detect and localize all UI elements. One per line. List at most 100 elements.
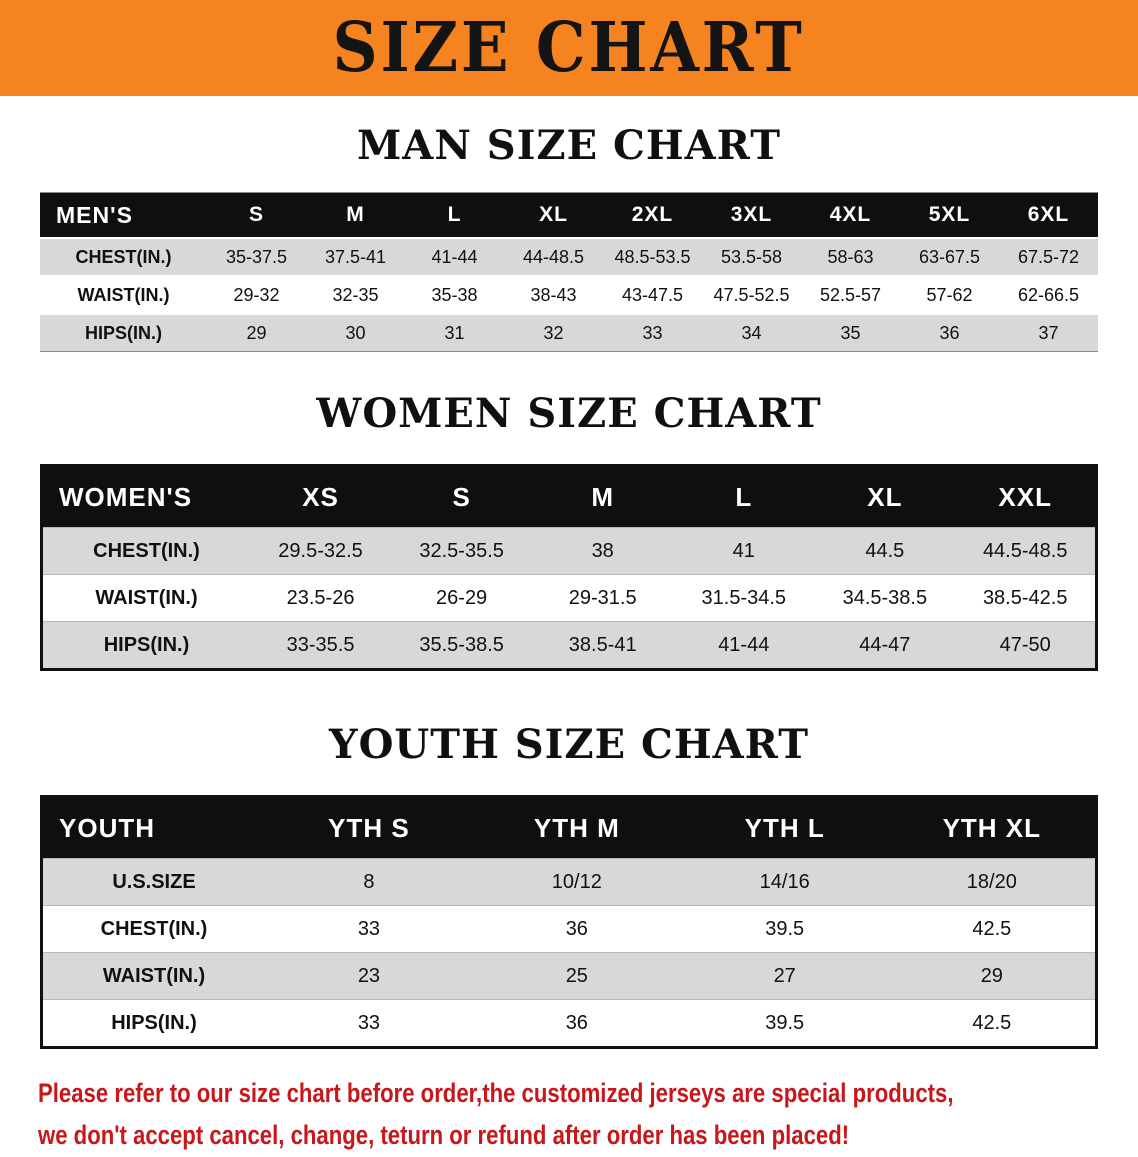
size-value-cell: 39.5 bbox=[765, 1011, 805, 1034]
size-value-cell: 47-50 bbox=[999, 633, 1051, 656]
size-value-cell: 31.5-34.5 bbox=[701, 586, 787, 609]
size-value-cell: 38.5-41 bbox=[568, 633, 637, 656]
size-value-cell: 43-47.5 bbox=[621, 284, 684, 305]
size-value-cell: 47.5-52.5 bbox=[713, 284, 790, 305]
size-header-cell: M bbox=[532, 465, 674, 528]
disclaimer-note: Please refer to our size chart before or… bbox=[38, 1073, 1138, 1157]
size-value-cell: 35 bbox=[840, 322, 861, 343]
row-label: HIPS(IN.) bbox=[111, 1011, 197, 1034]
size-value-cell: 37.5-41 bbox=[324, 246, 387, 267]
size-value-cell: 67.5-72 bbox=[1017, 246, 1080, 267]
size-value-cell: 53.5-58 bbox=[720, 246, 783, 267]
size-value-cell: 38 bbox=[591, 539, 614, 562]
size-value-cell: 57-62 bbox=[926, 284, 973, 305]
size-value-cell: 35-37.5 bbox=[225, 246, 288, 267]
size-value-cell: 58-63 bbox=[827, 246, 874, 267]
size-value-cell: 35.5-38.5 bbox=[419, 633, 504, 656]
size-header-cell: YTH S bbox=[265, 796, 473, 859]
row-label: HIPS(IN.) bbox=[103, 633, 190, 656]
size-header-cell: YTH XL bbox=[888, 796, 1097, 859]
size-value-cell: 38-43 bbox=[530, 284, 577, 305]
size-value-cell: 33 bbox=[357, 917, 381, 940]
size-header-cell: XL bbox=[814, 465, 956, 528]
youth-size-table: YOUTH YTH S YTH M YTH L YTH XL U.S.SIZE 8 10/12… bbox=[40, 795, 1098, 1049]
table-row: CHEST(IN.) 29.5-32.5 32.5-35.5 38 41 44.5 44.5… bbox=[41, 527, 1097, 575]
size-value-cell: 23 bbox=[357, 964, 381, 987]
size-value-cell: 34 bbox=[741, 322, 762, 343]
size-header-cell: M bbox=[306, 192, 405, 238]
size-header-cell: S bbox=[207, 192, 306, 238]
size-value-cell: 42.5 bbox=[972, 917, 1012, 940]
size-header-cell: 3XL bbox=[702, 192, 801, 238]
size-value-cell: 62-66.5 bbox=[1017, 284, 1080, 305]
size-header-cell: L bbox=[405, 192, 504, 238]
size-header-cell: XL bbox=[504, 192, 603, 238]
size-value-cell: 34.5-38.5 bbox=[842, 586, 928, 609]
size-value-cell: 32 bbox=[543, 322, 564, 343]
size-header-cell: 5XL bbox=[900, 192, 999, 238]
row-label: HIPS(IN.) bbox=[84, 322, 162, 343]
size-value-cell: 35-38 bbox=[431, 284, 478, 305]
table-header-row: YOUTH YTH S YTH M YTH L YTH XL bbox=[41, 796, 1097, 859]
table-row: HIPS(IN.) 33-35.5 35.5-38.5 38.5-41 41-44 44-… bbox=[41, 621, 1097, 670]
size-value-cell: 31 bbox=[444, 322, 465, 343]
size-value-cell: 14/16 bbox=[759, 870, 810, 893]
size-value-cell: 63-67.5 bbox=[918, 246, 981, 267]
disclaimer-line-2: we don't accept cancel, change, teturn o… bbox=[38, 1119, 850, 1150]
size-value-cell: 33 bbox=[357, 1011, 381, 1034]
size-value-cell: 42.5 bbox=[972, 1011, 1012, 1034]
size-header-cell: L bbox=[673, 465, 815, 528]
size-value-cell: 32-35 bbox=[332, 284, 379, 305]
row-label: CHEST(IN.) bbox=[93, 539, 200, 562]
size-header-cell: S bbox=[391, 465, 533, 528]
size-header-cell: XXL bbox=[955, 465, 1097, 528]
women-chart-title: WOMEN SIZE CHART bbox=[316, 390, 822, 437]
size-value-cell: 29.5-32.5 bbox=[278, 539, 363, 562]
size-value-cell: 44.5 bbox=[865, 539, 905, 562]
size-header-cell: 2XL bbox=[603, 192, 702, 238]
size-header-cell: YTH M bbox=[472, 796, 681, 859]
size-value-cell: 29 bbox=[246, 322, 267, 343]
size-value-cell: 44-47 bbox=[859, 633, 911, 656]
size-value-cell: 33-35.5 bbox=[286, 633, 355, 656]
size-value-cell: 44.5-48.5 bbox=[982, 539, 1068, 562]
size-header-cell: XS bbox=[250, 465, 392, 528]
size-value-cell: 36 bbox=[565, 917, 588, 940]
size-value-cell: 18/20 bbox=[966, 870, 1017, 893]
youth-size-chart-section: YOUTH SIZE CHART YOUTH YTH S YTH M YTH L YTH… bbox=[0, 723, 1138, 1049]
row-label: CHEST(IN.) bbox=[75, 246, 172, 267]
men-chart-title: MAN SIZE CHART bbox=[357, 122, 781, 169]
size-value-cell: 32.5-35.5 bbox=[419, 539, 504, 562]
row-label: WAIST(IN.) bbox=[77, 284, 170, 305]
row-label: CHEST(IN.) bbox=[100, 917, 208, 940]
table-row: HIPS(IN.) 29 30 31 32 33 34 35 36 37 bbox=[40, 314, 1098, 352]
table-row: CHEST(IN.) 33 36 39.5 42.5 bbox=[41, 905, 1097, 953]
row-label: WAIST(IN.) bbox=[102, 964, 206, 987]
size-value-cell: 27 bbox=[773, 964, 796, 987]
size-value-cell: 41 bbox=[732, 539, 755, 562]
size-value-cell: 44-48.5 bbox=[522, 246, 585, 267]
table-header-row: MEN'S S M L XL 2XL 3XL 4XL 5XL 6XL bbox=[40, 192, 1098, 238]
row-label: U.S.SIZE bbox=[112, 870, 196, 893]
men-size-table: MEN'S S M L XL 2XL 3XL 4XL 5XL 6XL CHEST(IN.) 35-37… bbox=[40, 192, 1098, 352]
size-value-cell: 29-32 bbox=[233, 284, 280, 305]
title-banner: SIZE CHART bbox=[0, 0, 1138, 96]
page-title: SIZE CHART bbox=[332, 8, 806, 88]
disclaimer-line-1: Please refer to our size chart before or… bbox=[38, 1078, 954, 1108]
size-value-cell: 29 bbox=[980, 964, 1003, 987]
table-corner-label: WOMEN'S bbox=[41, 465, 250, 528]
table-row: WAIST(IN.) 23 25 27 29 bbox=[41, 952, 1097, 1000]
table-row: WAIST(IN.) 23.5-26 26-29 29-31.5 31.5-34.5 34… bbox=[41, 574, 1097, 622]
women-size-chart-section: WOMEN SIZE CHART WOMEN'S XS S M L XL XXL CHEST(… bbox=[0, 392, 1138, 671]
youth-chart-title: YOUTH SIZE CHART bbox=[329, 721, 809, 768]
table-corner-label: MEN'S bbox=[40, 192, 207, 238]
table-row: U.S.SIZE 8 10/12 14/16 18/20 bbox=[41, 858, 1097, 906]
size-value-cell: 39.5 bbox=[765, 917, 805, 940]
men-size-chart-section: MAN SIZE CHART MEN'S S M L XL 2XL 3XL 4XL 5XL 6XL… bbox=[0, 124, 1138, 352]
women-size-table: WOMEN'S XS S M L XL XXL CHEST(IN.) 29.5-32.5 32.5… bbox=[40, 464, 1098, 671]
size-value-cell: 41-44 bbox=[431, 246, 478, 267]
table-row: HIPS(IN.) 33 36 39.5 42.5 bbox=[41, 999, 1097, 1048]
size-value-cell: 37 bbox=[1038, 322, 1059, 343]
size-header-cell: 4XL bbox=[801, 192, 900, 238]
